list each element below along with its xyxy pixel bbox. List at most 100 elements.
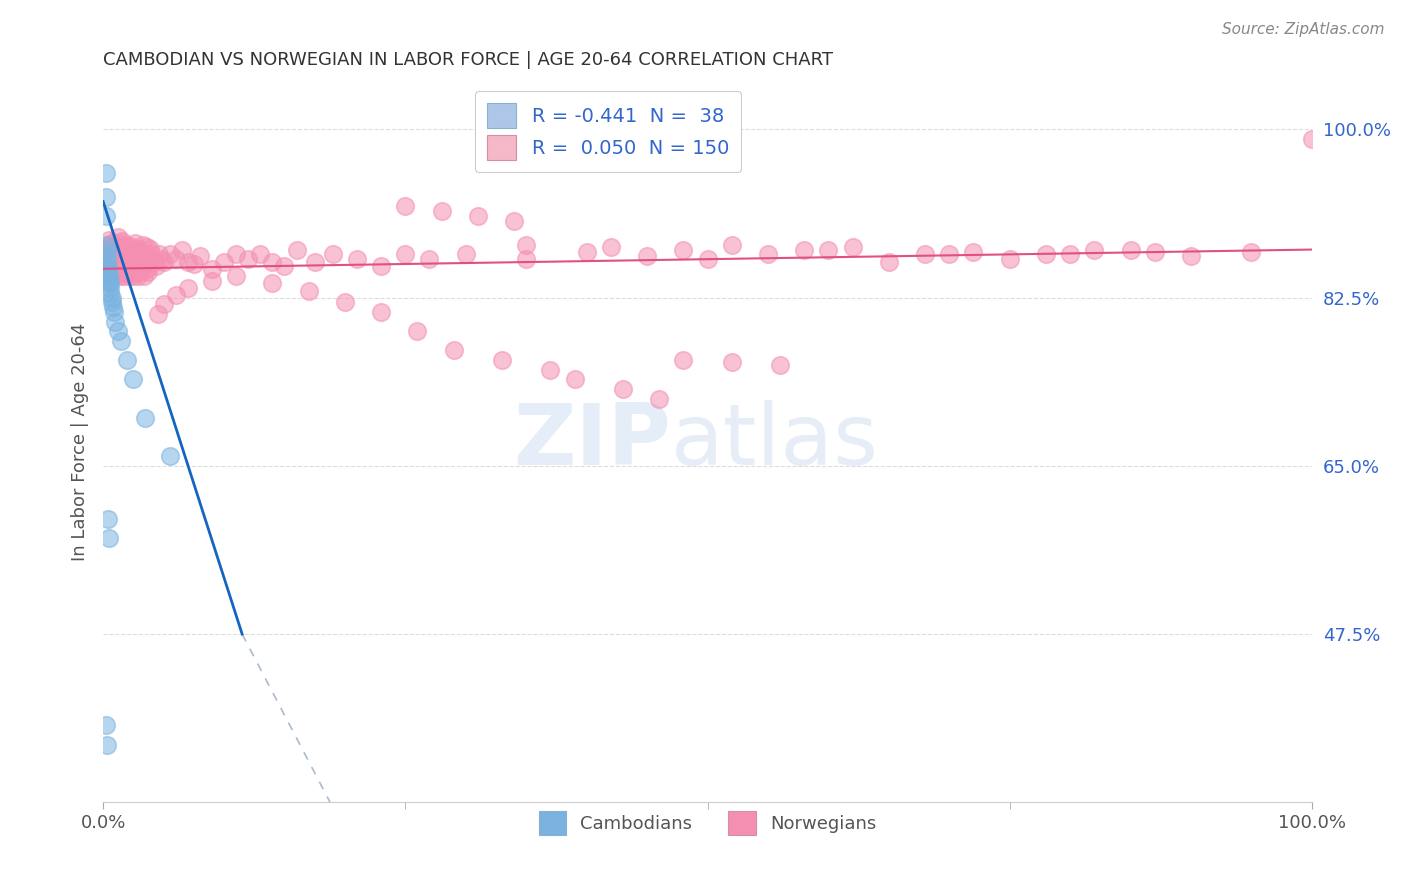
Point — [101, 257, 124, 271]
Point — [107, 260, 129, 275]
Point — [117, 237, 139, 252]
Point — [127, 268, 149, 283]
Point — [100, 247, 122, 261]
Point — [141, 247, 163, 261]
Point — [322, 247, 344, 261]
Point — [1301, 132, 1323, 146]
Point — [128, 243, 150, 257]
Point — [107, 324, 129, 338]
Point — [515, 237, 537, 252]
Point — [100, 235, 122, 250]
Point — [101, 300, 124, 314]
Point — [793, 243, 815, 257]
Point — [152, 255, 174, 269]
Point — [998, 252, 1021, 267]
Point — [103, 237, 125, 252]
Point — [100, 265, 122, 279]
Point — [1143, 245, 1166, 260]
Point — [225, 247, 247, 261]
Point — [648, 392, 671, 406]
Point — [110, 242, 132, 256]
Point — [146, 307, 169, 321]
Point — [118, 245, 141, 260]
Point — [1059, 247, 1081, 261]
Point — [96, 261, 118, 276]
Point — [430, 204, 453, 219]
Point — [97, 267, 120, 281]
Point — [100, 285, 122, 300]
Point — [249, 247, 271, 261]
Point — [150, 252, 173, 267]
Point — [1240, 245, 1263, 260]
Text: atlas: atlas — [671, 401, 879, 483]
Point — [877, 255, 900, 269]
Point — [841, 240, 863, 254]
Point — [914, 247, 936, 261]
Point — [124, 235, 146, 250]
Point — [100, 268, 122, 283]
Point — [100, 295, 122, 310]
Point — [370, 305, 392, 319]
Point — [131, 257, 153, 271]
Point — [98, 237, 121, 252]
Point — [142, 255, 165, 269]
Point — [225, 268, 247, 283]
Point — [96, 261, 118, 276]
Point — [105, 265, 128, 279]
Point — [108, 268, 131, 283]
Point — [108, 252, 131, 267]
Point — [515, 252, 537, 267]
Point — [370, 259, 392, 273]
Point — [122, 372, 145, 386]
Point — [100, 276, 122, 290]
Point — [333, 295, 356, 310]
Point — [108, 235, 131, 250]
Point — [100, 259, 122, 273]
Point — [152, 297, 174, 311]
Point — [1119, 243, 1142, 257]
Point — [94, 209, 117, 223]
Point — [262, 276, 284, 290]
Point — [96, 247, 118, 261]
Point — [98, 273, 121, 287]
Point — [107, 249, 129, 263]
Point — [112, 268, 135, 283]
Point — [636, 249, 658, 263]
Point — [134, 249, 156, 263]
Point — [418, 252, 440, 267]
Point — [110, 247, 132, 261]
Point — [104, 244, 127, 258]
Point — [564, 372, 586, 386]
Point — [138, 252, 160, 267]
Point — [100, 291, 122, 305]
Point — [110, 334, 132, 348]
Point — [938, 247, 960, 261]
Point — [98, 271, 121, 285]
Point — [394, 247, 416, 261]
Point — [114, 243, 136, 257]
Point — [1180, 249, 1202, 263]
Point — [96, 243, 118, 257]
Point — [124, 255, 146, 269]
Point — [262, 255, 284, 269]
Point — [212, 255, 235, 269]
Point — [238, 252, 260, 267]
Point — [298, 284, 321, 298]
Point — [94, 190, 117, 204]
Point — [672, 243, 695, 257]
Point — [346, 252, 368, 267]
Point — [111, 259, 134, 273]
Point — [118, 244, 141, 258]
Point — [304, 255, 326, 269]
Point — [135, 261, 157, 276]
Point — [491, 353, 513, 368]
Point — [96, 247, 118, 261]
Point — [97, 268, 120, 283]
Point — [720, 237, 742, 252]
Point — [100, 243, 122, 257]
Point — [120, 265, 142, 279]
Point — [104, 261, 127, 276]
Point — [122, 268, 145, 283]
Point — [120, 257, 142, 271]
Point — [108, 257, 131, 271]
